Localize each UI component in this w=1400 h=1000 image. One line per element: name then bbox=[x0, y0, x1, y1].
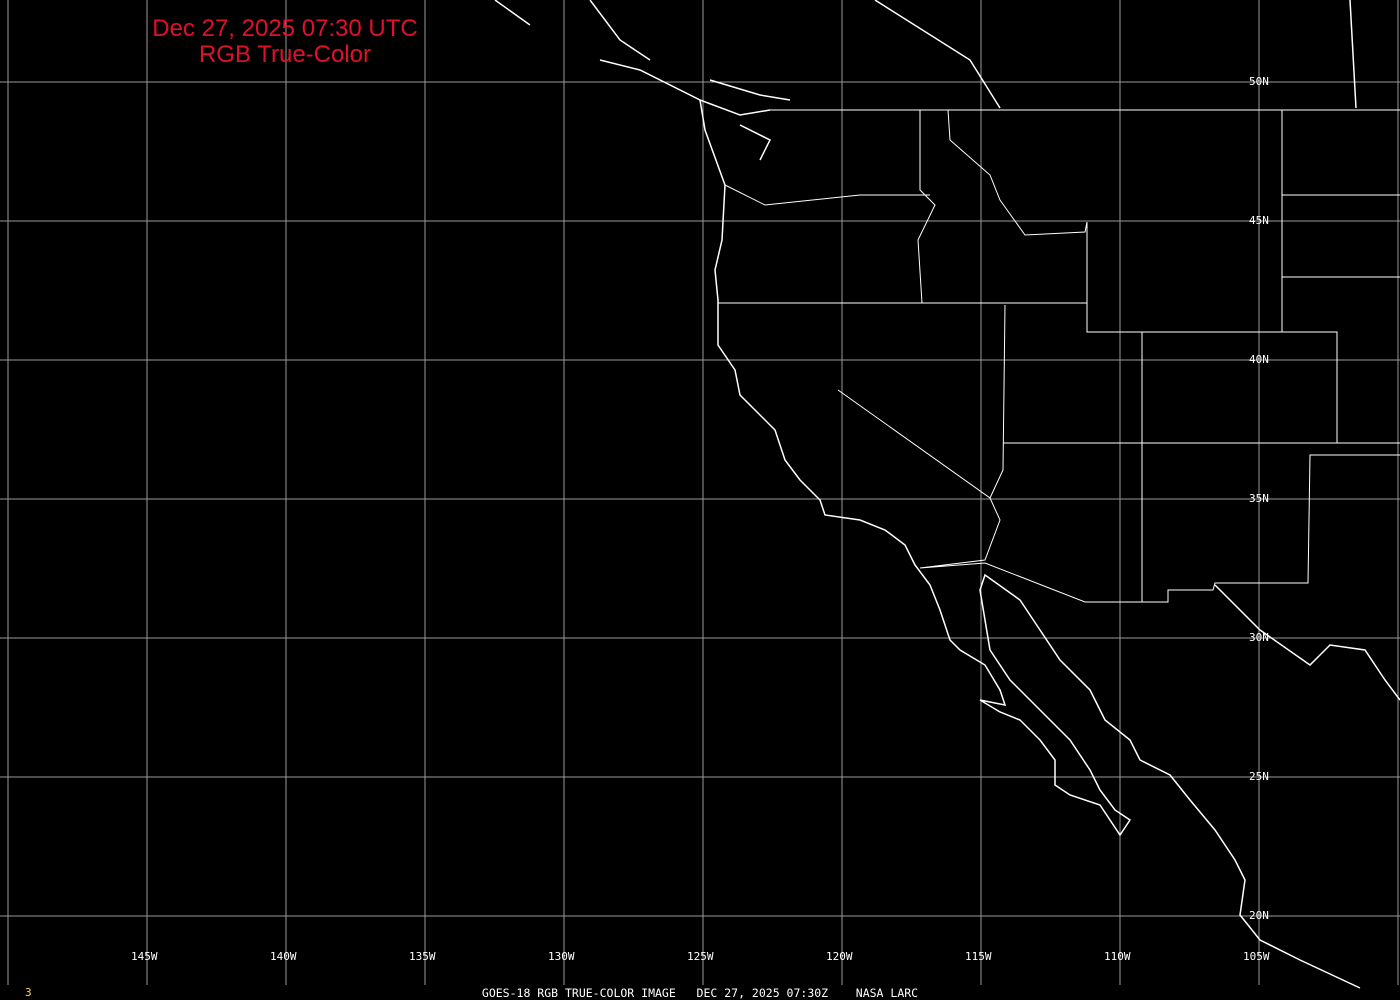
map-product-title: RGB True-Color bbox=[198, 41, 372, 68]
map-timestamp: Dec 27, 2025 07:30 UTC bbox=[152, 15, 418, 42]
longitude-label: 130W bbox=[548, 950, 575, 963]
latitude-label: 35N bbox=[1249, 492, 1269, 505]
longitude-label: 140W bbox=[270, 950, 297, 963]
state-borders bbox=[718, 109, 1400, 603]
gulf-coast bbox=[1214, 584, 1400, 701]
coastlines bbox=[494, 0, 1400, 989]
latitude-label: 20N bbox=[1249, 909, 1269, 922]
latitude-label: 25N bbox=[1249, 770, 1269, 783]
pacific-coastline bbox=[599, 59, 1361, 989]
image-caption: GOES-18 RGB TRUE-COLOR IMAGE DEC 27, 202… bbox=[481, 986, 919, 1000]
longitude-label: 105W bbox=[1243, 950, 1270, 963]
latitude-label: 40N bbox=[1249, 353, 1269, 366]
latitude-label: 50N bbox=[1249, 75, 1269, 88]
vancouver-coast bbox=[699, 79, 791, 161]
frame-number: 3 bbox=[25, 986, 32, 999]
longitude-label: 135W bbox=[409, 950, 436, 963]
northern-coast bbox=[494, 0, 1357, 109]
longitude-label: 145W bbox=[131, 950, 158, 963]
longitude-label: 110W bbox=[1104, 950, 1131, 963]
longitude-label: 115W bbox=[965, 950, 992, 963]
longitude-label: 120W bbox=[826, 950, 853, 963]
longitude-label: 125W bbox=[687, 950, 714, 963]
latitude-label: 30N bbox=[1249, 631, 1269, 644]
latitude-label: 45N bbox=[1249, 214, 1269, 227]
